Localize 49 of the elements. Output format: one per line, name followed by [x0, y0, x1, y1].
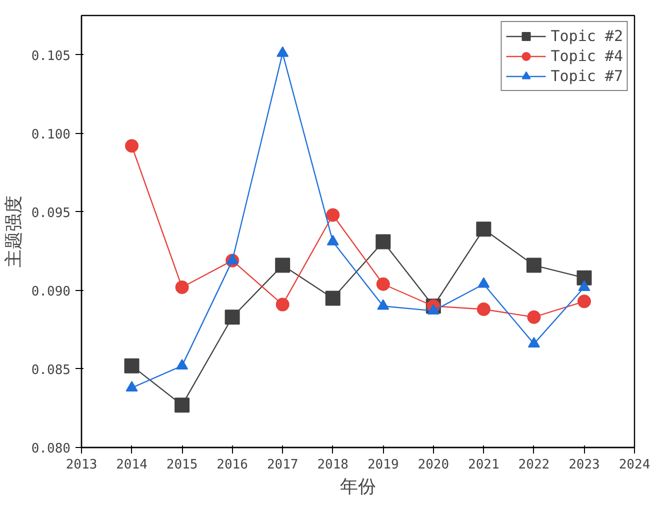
- x-tick-label: 2014: [116, 458, 148, 472]
- point: [126, 380, 138, 392]
- legend-label: Topic #4: [550, 47, 623, 65]
- y-tick-label: 0.085: [31, 362, 71, 378]
- point: [325, 290, 340, 306]
- x-tick-label: 2023: [568, 458, 600, 472]
- point: [527, 310, 541, 324]
- x-tick-label: 2015: [166, 458, 198, 472]
- point: [224, 310, 240, 325]
- legend-label: Topic #2: [550, 27, 623, 45]
- point: [175, 280, 189, 294]
- y-tick-label: 0.080: [31, 442, 71, 456]
- point: [226, 254, 238, 264]
- x-tick-label: 2017: [266, 458, 298, 472]
- point: [476, 302, 490, 316]
- y-tick-label: 0.090: [31, 284, 71, 300]
- y-axis-title: 主题强度: [3, 196, 24, 268]
- point: [577, 294, 591, 308]
- point: [377, 299, 390, 310]
- point: [526, 258, 542, 273]
- x-tick-label: 2019: [367, 458, 399, 472]
- x-tick-label: 2022: [518, 458, 550, 472]
- point: [476, 222, 492, 237]
- point: [376, 234, 391, 250]
- point: [174, 398, 190, 413]
- point: [427, 304, 440, 315]
- y-tick-label: 0.105: [31, 48, 71, 64]
- x-tick-label: 2021: [468, 458, 500, 472]
- point: [276, 298, 290, 312]
- x-axis-title: 年份: [340, 476, 376, 496]
- legend-label: Topic #7: [550, 67, 623, 85]
- x-tick-label: 2018: [317, 458, 349, 472]
- x-tick-label: 2020: [418, 458, 450, 472]
- point: [528, 336, 540, 348]
- x-tick-label: 2016: [216, 458, 248, 472]
- point: [125, 139, 139, 153]
- point: [124, 358, 140, 374]
- x-tick-label: 2013: [66, 458, 98, 472]
- point: [326, 234, 339, 246]
- point: [578, 280, 590, 291]
- y-tick-label: 0.100: [31, 127, 71, 142]
- point: [326, 208, 340, 222]
- point: [275, 258, 290, 273]
- y-tick-label: 0.095: [31, 206, 71, 221]
- point: [376, 277, 390, 291]
- point: [176, 358, 188, 370]
- x-tick-label: 2024: [618, 458, 650, 472]
- point: [576, 270, 592, 286]
- point: [478, 277, 490, 288]
